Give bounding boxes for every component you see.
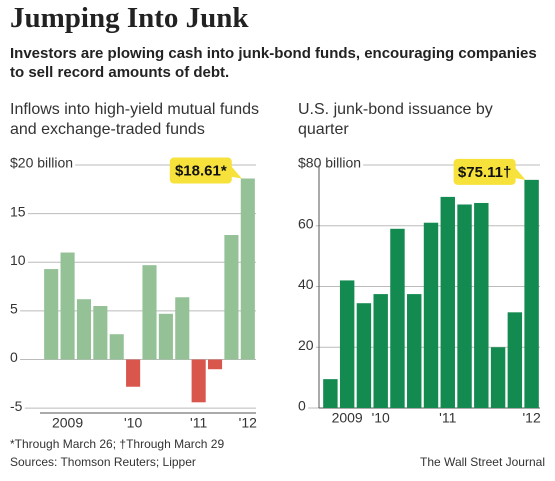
x-tick-label: '11 — [190, 415, 207, 431]
x-tick-label: '12 — [522, 410, 540, 426]
bar — [407, 294, 422, 408]
y-tick-label: $20 billion — [10, 155, 73, 171]
value-label: $75.11† — [458, 164, 511, 181]
value-label-pointer — [229, 164, 242, 179]
y-tick-label: 10 — [10, 252, 26, 268]
y-tick-label: -5 — [10, 398, 23, 414]
y-tick-label: 60 — [298, 215, 314, 231]
value-label-pointer — [513, 165, 526, 180]
bar — [390, 228, 405, 408]
x-tick-label: '11 — [439, 410, 456, 426]
bar — [207, 359, 223, 370]
bar — [191, 359, 206, 403]
chart-title: U.S. junk-bond issuance by quarter — [298, 101, 493, 138]
bar — [109, 334, 124, 360]
bar — [356, 303, 372, 408]
y-tick-label: 5 — [10, 301, 18, 317]
y-tick-label: 0 — [10, 349, 18, 365]
bar — [142, 265, 157, 360]
footnote: *Through March 26; †Through March 29 — [10, 437, 225, 451]
subtitle: Investors are plowing cash into junk-bon… — [10, 45, 537, 81]
value-label: $18.61* — [175, 162, 227, 179]
bar — [457, 204, 472, 408]
bar — [524, 179, 539, 408]
value-label-box — [453, 158, 516, 185]
bar — [440, 196, 455, 408]
bar — [60, 252, 75, 360]
bar — [224, 235, 239, 360]
y-tick-label: 15 — [10, 203, 26, 219]
x-tick-label: 2009 — [52, 415, 83, 431]
bar — [93, 306, 108, 360]
x-tick-label: '12 — [239, 415, 257, 431]
x-tick-label: '10 — [124, 415, 142, 431]
bar — [507, 312, 523, 408]
bar — [175, 297, 190, 360]
bar — [423, 222, 439, 408]
y-tick-label: 40 — [298, 276, 314, 292]
bar — [76, 299, 92, 360]
bar — [373, 294, 388, 408]
y-tick-label: 20 — [298, 337, 314, 353]
bar — [44, 269, 59, 360]
y-tick-label: $80 billion — [298, 155, 361, 171]
sources: Sources: Thomson Reuters; Lipper — [10, 455, 196, 469]
bar — [323, 379, 338, 408]
chart-title: Inflows into high-yield mutual funds and… — [10, 101, 260, 138]
y-tick-label: 0 — [298, 398, 306, 414]
bar — [474, 202, 489, 408]
title: Jumping Into Junk — [10, 2, 249, 34]
x-tick-label: '10 — [372, 410, 390, 426]
bar — [240, 178, 255, 360]
x-tick-label: 2009 — [332, 410, 363, 426]
credit: The Wall Street Journal — [420, 455, 545, 469]
bar — [158, 313, 173, 360]
bar — [126, 359, 141, 387]
bar — [490, 347, 506, 408]
value-label-box — [169, 157, 232, 184]
bar — [339, 280, 355, 408]
